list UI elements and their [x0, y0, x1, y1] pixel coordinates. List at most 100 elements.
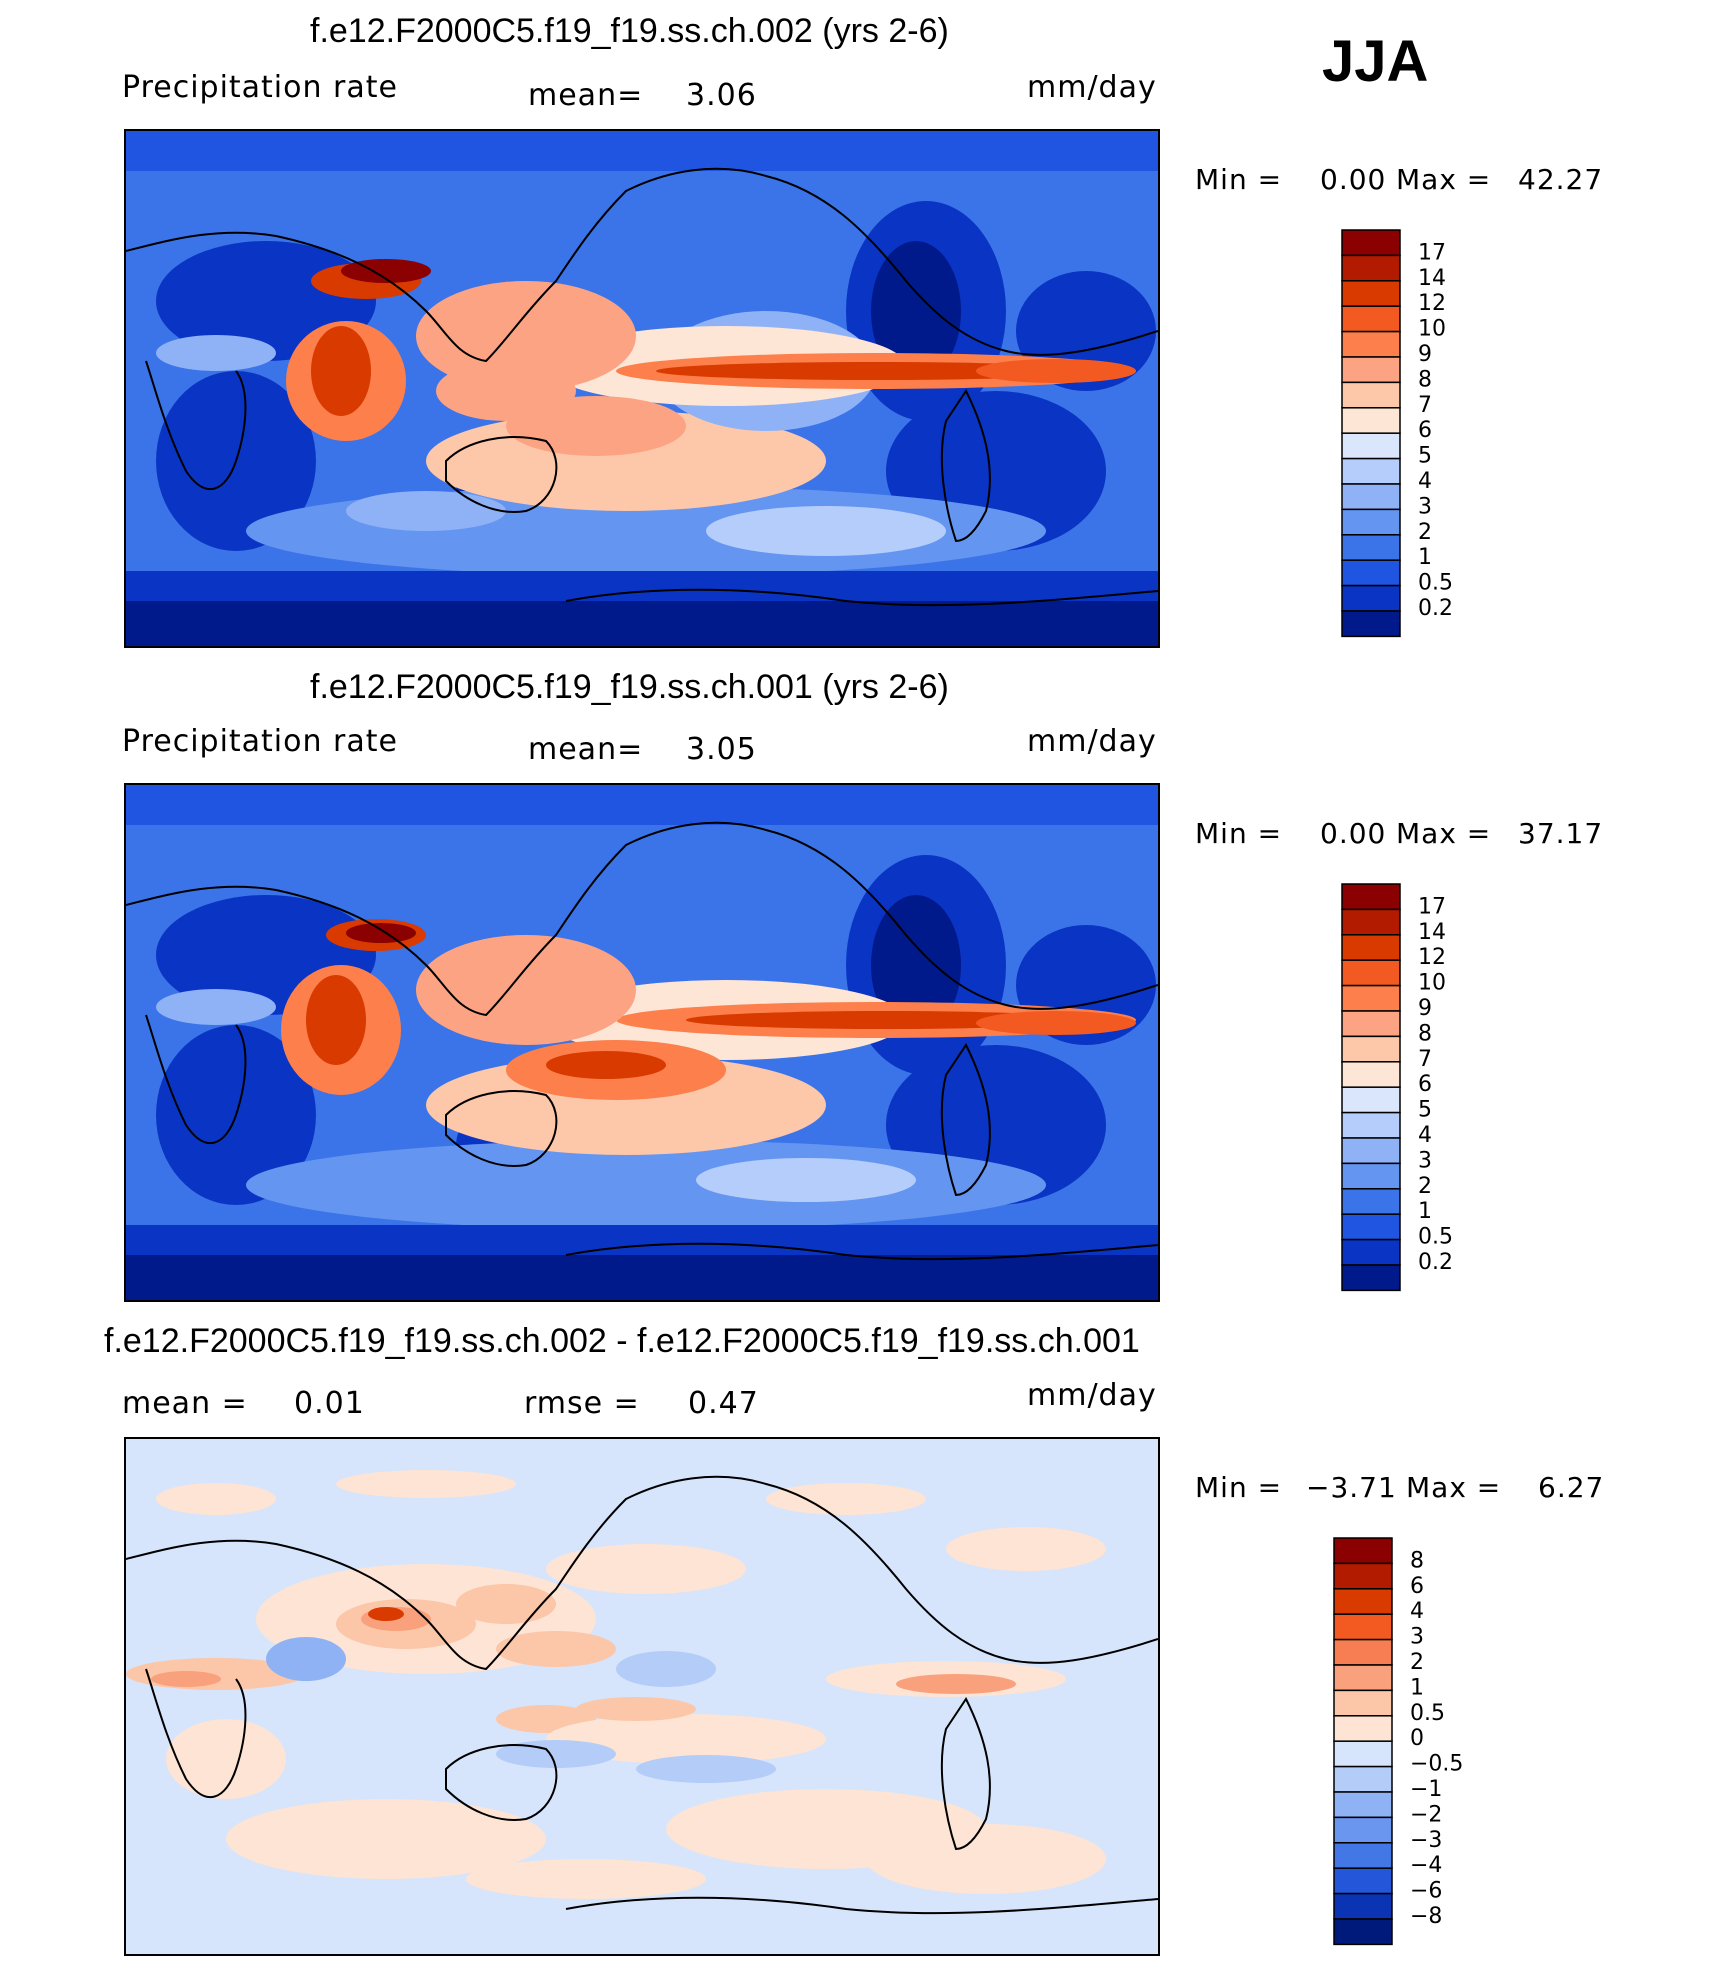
colorbar-tick-label: 3	[1418, 1148, 1432, 1173]
colorbar-tick-label: −0.5	[1410, 1752, 1463, 1777]
colorbar-segment	[1341, 1061, 1401, 1088]
colorbar-segment	[1341, 1111, 1401, 1139]
colorbar-tick-label: −3	[1410, 1828, 1442, 1853]
panel2-units: mm/day	[1027, 724, 1157, 759]
colorbar-segment	[1341, 1035, 1401, 1063]
colorbar-tick-label: 0.5	[1410, 1701, 1445, 1726]
colorbar-tick-label: 12	[1418, 945, 1446, 970]
colorbar-tick-label: 2	[1418, 1174, 1432, 1199]
panel3-min-value: −3.71	[1306, 1471, 1397, 1504]
panel3-field	[126, 1470, 1106, 1899]
colorbar-tick-label: 3	[1418, 494, 1432, 519]
panel3-colorbar: 8 6 4 3 2 1 0.5 0 −0.5 −1 −2 −3 −4 −6 −8	[1332, 1536, 1502, 1946]
panel2-variable-label: Precipitation rate	[122, 724, 398, 759]
colorbar-segment	[1333, 1816, 1393, 1844]
colorbar-segment	[1333, 1689, 1393, 1717]
colorbar-tick-label: −2	[1410, 1802, 1442, 1827]
colorbar-segment	[1341, 1213, 1401, 1241]
colorbar-tick-label: 0.2	[1418, 596, 1453, 621]
colorbar-tick-label: −4	[1410, 1853, 1442, 1878]
colorbar-tick-label: 0	[1410, 1726, 1424, 1751]
colorbar-segment	[1333, 1867, 1393, 1895]
colorbar-tick-label: 0.5	[1418, 571, 1453, 596]
panel3-units: mm/day	[1027, 1378, 1157, 1413]
colorbar-segment	[1341, 908, 1401, 936]
colorbar-tick-label: 5	[1418, 444, 1432, 469]
colorbar-segment	[1333, 1740, 1393, 1768]
colorbar-segment	[1341, 1010, 1401, 1038]
colorbar-tick-label: 0.2	[1418, 1250, 1453, 1275]
colorbar-segment	[1333, 1715, 1393, 1742]
panel2-mean-value: 3.05	[686, 732, 757, 767]
panel3-rmse-value: 0.47	[688, 1386, 759, 1421]
panel1-precip-map	[124, 129, 1160, 648]
colorbar-tick-label: −8	[1410, 1904, 1442, 1929]
panel1-variable-label: Precipitation rate	[122, 70, 398, 105]
colorbar-tick-label: 6	[1410, 1574, 1424, 1599]
panel2-precip-map	[124, 783, 1160, 1302]
panel2-field	[126, 785, 1158, 1300]
colorbar-tick-label: 5	[1418, 1098, 1432, 1123]
panel3-max-label: Max =	[1406, 1471, 1502, 1504]
colorbar-tick-label: 6	[1418, 1072, 1432, 1097]
colorbar-segment	[1333, 1588, 1393, 1615]
colorbar-tick-label: 10	[1418, 971, 1446, 996]
colorbar-segment	[1341, 610, 1401, 638]
panel2-mean-label: mean=	[528, 732, 644, 767]
colorbar-segment	[1341, 1188, 1401, 1215]
colorbar-tick-label: 12	[1418, 291, 1446, 316]
panel2-title: f.e12.F2000C5.f19_f19.ss.ch.001 (yrs 2-6…	[310, 668, 949, 706]
colorbar-segment	[1341, 984, 1401, 1012]
panel1-colorbar: 17 14 12 10 9 8 7 6 5 4 3 2 1 0.5 0.2	[1340, 228, 1500, 638]
panel3-rmse-label: rmse =	[524, 1386, 640, 1421]
colorbar-tick-label: 1	[1418, 545, 1432, 570]
colorbar-segment	[1341, 883, 1401, 911]
colorbar-segment	[1341, 330, 1401, 358]
colorbar-segment	[1341, 407, 1401, 434]
panel1-coastlines	[126, 167, 1158, 607]
colorbar-segment	[1341, 381, 1401, 409]
colorbar-tick-label: 6	[1418, 418, 1432, 443]
colorbar-tick-label: 3	[1410, 1625, 1424, 1650]
panel2-max-value: 37.17	[1518, 817, 1604, 850]
panel3-mean-label: mean =	[122, 1386, 248, 1421]
panel1-units: mm/day	[1027, 70, 1157, 105]
colorbar-segment	[1333, 1638, 1393, 1666]
panel2-min-label: Min =	[1195, 817, 1283, 850]
colorbar-segment	[1341, 559, 1401, 587]
colorbar-tick-label: 4	[1410, 1599, 1424, 1624]
colorbar-tick-label: 9	[1418, 342, 1432, 367]
colorbar-tick-label: 17	[1418, 240, 1446, 265]
colorbar-segment	[1341, 457, 1401, 485]
colorbar-segment	[1341, 254, 1401, 282]
colorbar-segment	[1333, 1892, 1393, 1920]
colorbar-segment	[1341, 1137, 1401, 1165]
colorbar-segment	[1333, 1562, 1393, 1590]
panel3-coastlines	[126, 1475, 1158, 1915]
panel1-mean-value: 3.06	[686, 78, 757, 113]
panel3-mean-value: 0.01	[294, 1386, 365, 1421]
panel3-title: f.e12.F2000C5.f19_f19.ss.ch.002 - f.e12.…	[104, 1322, 1140, 1360]
colorbar-tick-label: 0.5	[1418, 1225, 1453, 1250]
colorbar-segment	[1333, 1842, 1393, 1869]
colorbar-segment	[1341, 1162, 1401, 1190]
colorbar-tick-label: 17	[1418, 894, 1446, 919]
colorbar-segment	[1341, 1238, 1401, 1266]
colorbar-tick-label: −6	[1410, 1879, 1442, 1904]
colorbar-tick-label: 2	[1410, 1650, 1424, 1675]
panel1-min-value: 0.00	[1320, 163, 1387, 196]
colorbar-segment	[1341, 508, 1401, 536]
panel2-coastlines	[126, 821, 1158, 1261]
colorbar-segment	[1333, 1765, 1393, 1793]
colorbar-tick-label: 7	[1418, 393, 1432, 418]
colorbar-segment	[1341, 1264, 1401, 1292]
colorbar-tick-label: 8	[1418, 367, 1432, 392]
colorbar-segment	[1341, 356, 1401, 384]
colorbar-tick-label: 8	[1410, 1548, 1424, 1573]
panel1-min-label: Min =	[1195, 163, 1283, 196]
panel2-min-value: 0.00	[1320, 817, 1387, 850]
season-label: JJA	[1322, 29, 1429, 94]
colorbar-segment	[1341, 584, 1401, 612]
panel2-max-label: Max =	[1396, 817, 1492, 850]
panel2-colorbar: 17 14 12 10 9 8 7 6 5 4 3 2 1 0.5 0.2	[1340, 882, 1500, 1292]
